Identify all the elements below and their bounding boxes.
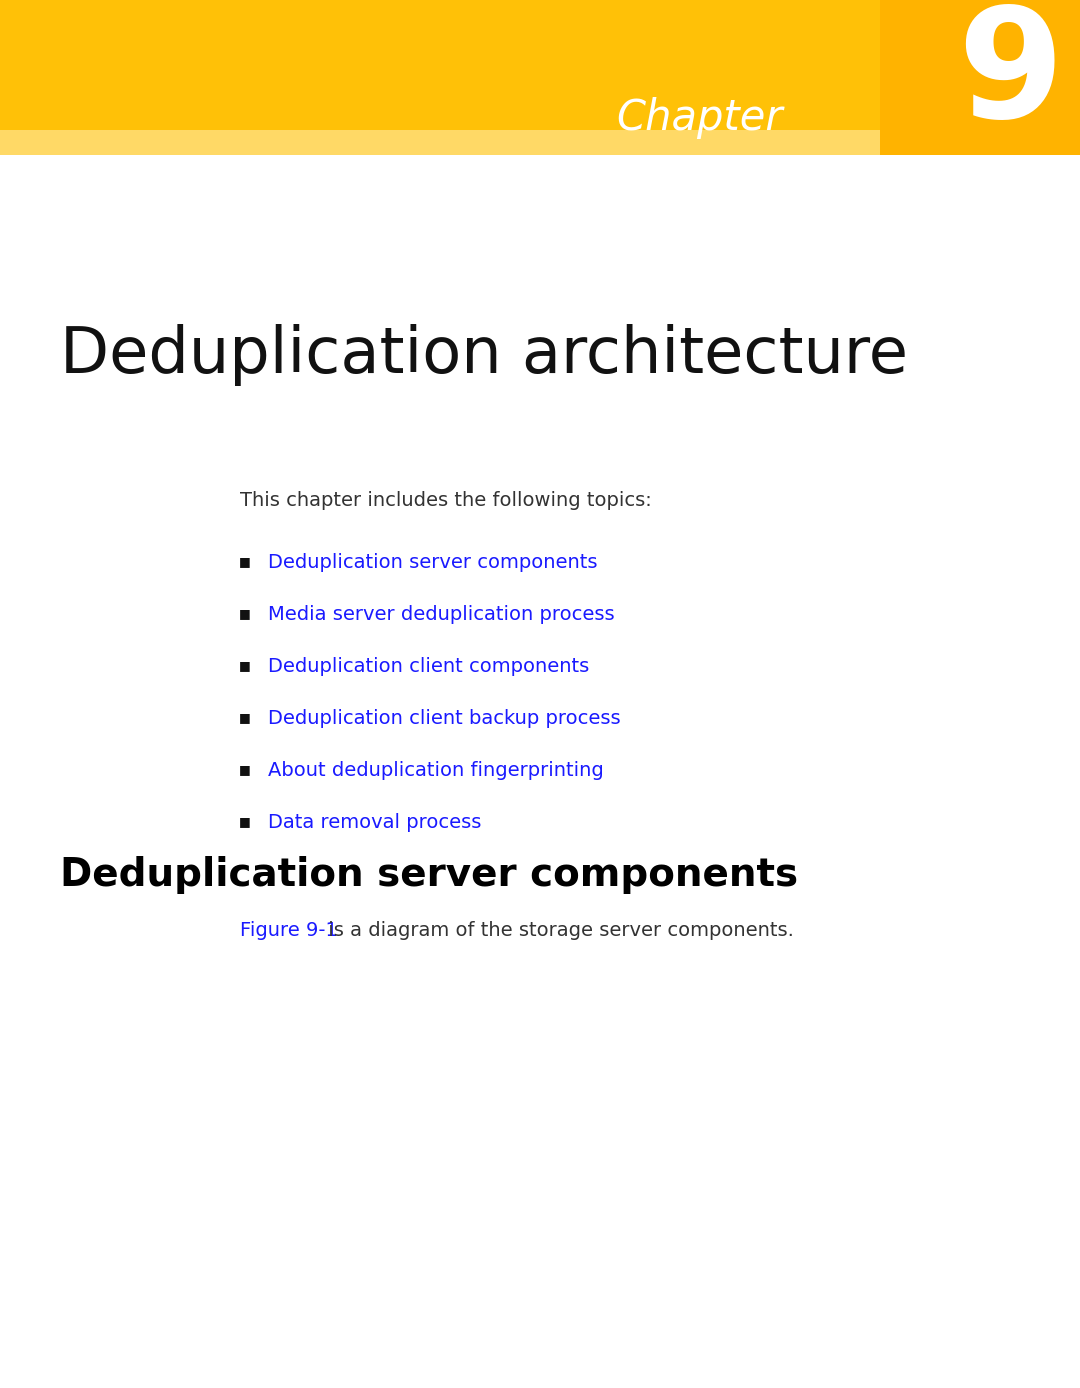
Text: 9: 9 [957, 0, 1063, 150]
Text: Deduplication architecture: Deduplication architecture [60, 323, 908, 386]
Text: ■: ■ [239, 763, 251, 776]
Text: ■: ■ [239, 555, 251, 569]
Text: About deduplication fingerprinting: About deduplication fingerprinting [268, 761, 604, 780]
Bar [0, 130, 880, 155]
Text: Deduplication server components: Deduplication server components [268, 552, 597, 572]
Text: Deduplication client backup process: Deduplication client backup process [268, 708, 621, 727]
Bar [880, 0, 1080, 155]
Text: This chapter includes the following topics:: This chapter includes the following topi… [240, 490, 651, 509]
Text: is a diagram of the storage server components.: is a diagram of the storage server compo… [322, 920, 794, 940]
Text: ■: ■ [239, 659, 251, 673]
Text: Chapter: Chapter [617, 97, 783, 139]
Text: ■: ■ [239, 712, 251, 725]
Text: Deduplication server components: Deduplication server components [60, 856, 798, 894]
Text: Data removal process: Data removal process [268, 812, 482, 831]
Text: Media server deduplication process: Media server deduplication process [268, 605, 615, 623]
Text: ■: ■ [239, 816, 251, 829]
Bar [0, 0, 1080, 155]
Text: ■: ■ [239, 608, 251, 620]
Text: Figure 9-1: Figure 9-1 [240, 920, 338, 940]
Text: Deduplication client components: Deduplication client components [268, 657, 590, 676]
